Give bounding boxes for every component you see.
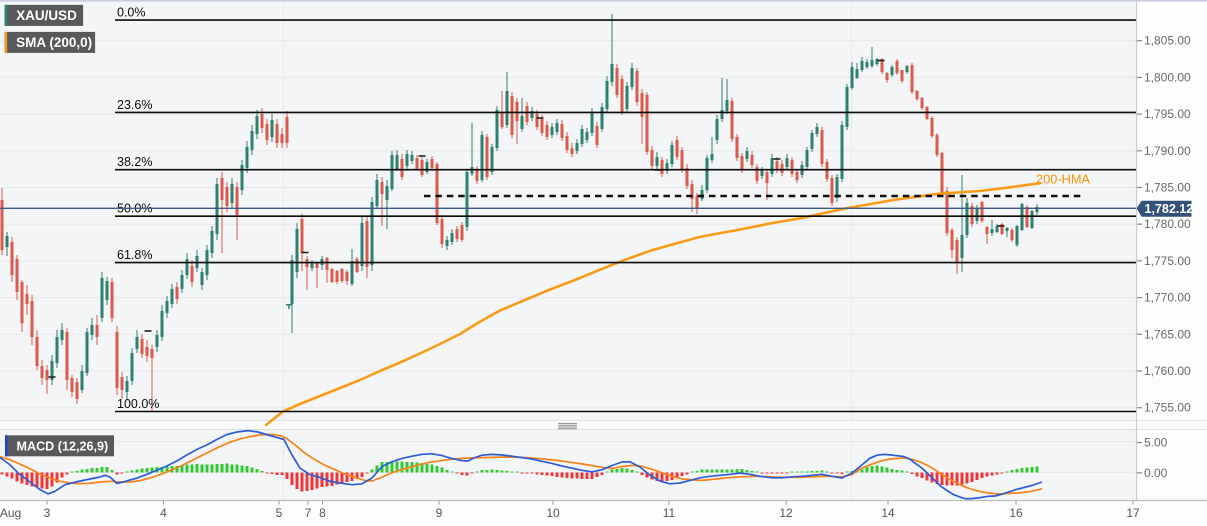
- svg-text:17: 17: [1126, 506, 1140, 520]
- svg-text:38.2%: 38.2%: [117, 155, 152, 169]
- svg-text:1,755.00: 1,755.00: [1144, 401, 1191, 415]
- svg-text:1,760.00: 1,760.00: [1144, 364, 1191, 378]
- svg-text:SMA (200,0): SMA (200,0): [16, 35, 92, 50]
- svg-text:1,780.00: 1,780.00: [1144, 217, 1191, 231]
- svg-text:61.8%: 61.8%: [117, 248, 152, 262]
- svg-text:8: 8: [319, 506, 326, 520]
- svg-text:1,800.00: 1,800.00: [1144, 70, 1191, 84]
- svg-text:5: 5: [276, 506, 283, 520]
- svg-text:1,770.00: 1,770.00: [1144, 291, 1191, 305]
- svg-text:4: 4: [160, 506, 167, 520]
- svg-text:11: 11: [663, 506, 676, 520]
- svg-text:Aug: Aug: [0, 506, 21, 520]
- svg-text:3: 3: [44, 506, 51, 520]
- svg-text:1,775.00: 1,775.00: [1144, 254, 1191, 268]
- svg-text:200-HMA: 200-HMA: [1036, 172, 1091, 187]
- svg-text:0.0%: 0.0%: [117, 6, 146, 20]
- svg-text:1,785.00: 1,785.00: [1144, 181, 1191, 195]
- svg-text:1,765.00: 1,765.00: [1144, 327, 1191, 341]
- svg-text:1,795.00: 1,795.00: [1144, 107, 1191, 121]
- svg-text:1,782.12: 1,782.12: [1145, 202, 1194, 216]
- svg-text:5.00: 5.00: [1144, 436, 1168, 450]
- svg-text:12: 12: [779, 506, 793, 520]
- svg-text:0.00: 0.00: [1144, 466, 1168, 480]
- svg-text:100.0%: 100.0%: [117, 397, 159, 411]
- svg-text:1,790.00: 1,790.00: [1144, 144, 1191, 158]
- svg-text:9: 9: [436, 506, 443, 520]
- svg-text:14: 14: [881, 506, 895, 520]
- svg-text:1,805.00: 1,805.00: [1144, 34, 1191, 48]
- svg-text:XAU/USD: XAU/USD: [16, 8, 77, 23]
- svg-text:23.6%: 23.6%: [117, 98, 152, 112]
- svg-text:16: 16: [1009, 506, 1023, 520]
- svg-text:MACD (12,26,9): MACD (12,26,9): [17, 440, 109, 454]
- svg-text:10: 10: [546, 506, 560, 520]
- svg-text:7: 7: [305, 506, 312, 520]
